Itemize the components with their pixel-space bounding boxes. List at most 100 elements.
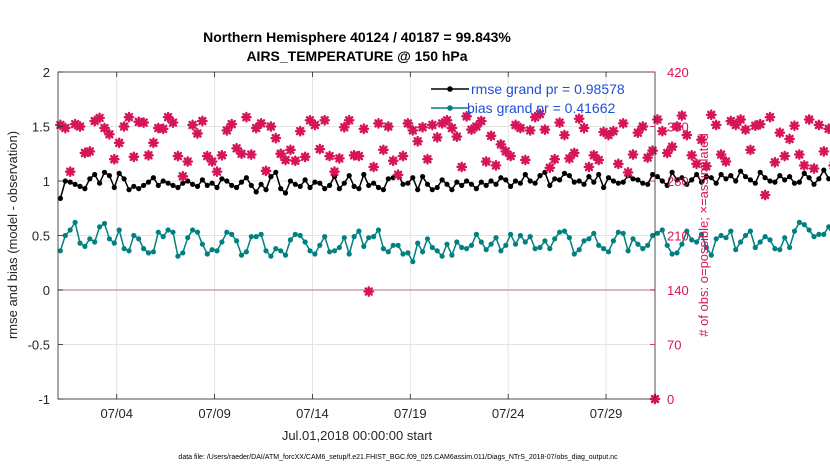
y2-axis-label: # of obs: o=possible; ×=assimilated [696, 133, 711, 336]
bias-point [630, 236, 636, 242]
bias-point [698, 231, 705, 237]
bias-point [327, 249, 333, 255]
obs-point [715, 149, 727, 160]
obs-point [495, 139, 507, 150]
rmse-point [219, 176, 225, 182]
bias-point [385, 249, 391, 255]
obs-point [358, 123, 370, 135]
rmse-point [439, 177, 445, 183]
bias-point [738, 239, 744, 245]
rmse-point [410, 175, 416, 181]
x-axis-label: Jul.01,2018 00:00:00 start [282, 428, 433, 443]
obs-point [177, 170, 189, 182]
chart-subtitle: AIRS_TEMPERATURE @ 150 hPa [246, 48, 467, 64]
rmse-point [371, 180, 377, 186]
obs-point [749, 120, 761, 132]
x-tick-label: 07/14 [296, 406, 329, 421]
bias-point [664, 242, 670, 248]
obs-series [55, 108, 830, 405]
obs-point [211, 166, 223, 178]
obs-point [397, 150, 409, 162]
rmse-point [126, 187, 132, 193]
rmse-point [601, 184, 607, 191]
bias-point [366, 235, 372, 241]
obs-point [559, 129, 570, 141]
bias-point [101, 220, 108, 227]
obs-point [55, 119, 66, 131]
bias-point [180, 250, 186, 256]
obs-point [456, 161, 468, 173]
bias-point [459, 244, 465, 251]
bias-point [454, 239, 460, 245]
obs-point [632, 127, 644, 139]
bias-point [694, 239, 700, 245]
bias-point [571, 251, 577, 257]
obs-point [417, 121, 428, 133]
rmse-point [738, 168, 744, 174]
bias-point [537, 244, 543, 251]
obs-point [285, 144, 296, 156]
bias-point [581, 238, 587, 244]
obs-point [231, 142, 243, 154]
obs-point [730, 119, 742, 131]
obs-point [754, 118, 766, 130]
rmse-point [757, 169, 763, 175]
bias-point [415, 240, 421, 246]
bias-point [517, 232, 524, 239]
rmse-point [552, 176, 558, 182]
obs-point [510, 119, 521, 131]
obs-point [260, 165, 272, 177]
bias-point [278, 248, 284, 254]
obs-point [652, 114, 663, 125]
y-tick-label: 2 [43, 65, 50, 80]
rmse-point [116, 170, 122, 176]
rmse-point [522, 171, 528, 178]
obs-point [123, 111, 135, 123]
obs-point [363, 286, 375, 297]
rmse-point [248, 182, 254, 188]
obs-point [138, 117, 150, 129]
obs-point [280, 154, 291, 166]
obs-point [118, 121, 130, 132]
bias-point [747, 228, 754, 234]
obs-point [710, 119, 722, 131]
obs-point [148, 137, 159, 149]
obs-point [720, 156, 732, 167]
bias-point [733, 247, 739, 253]
rmse-point [493, 181, 499, 187]
bias-point [214, 248, 220, 254]
obs-point [603, 129, 614, 141]
obs-point [705, 109, 717, 121]
rmse-series [57, 167, 830, 201]
bias-point [713, 236, 719, 242]
obs-point [656, 125, 668, 137]
bias-point [160, 234, 166, 240]
obs-point [338, 121, 350, 133]
rmse-point [728, 173, 734, 179]
obs-point [422, 153, 433, 165]
obs-point [289, 155, 301, 167]
obs-point [745, 144, 756, 156]
obs-point [143, 149, 154, 161]
bias-point [145, 250, 152, 256]
bias-point [596, 242, 602, 248]
obs-point [265, 121, 277, 132]
rmse-point [694, 171, 700, 178]
obs-point [818, 146, 830, 157]
bias-point [684, 228, 690, 234]
rmse-point [180, 180, 186, 186]
bias-point [816, 231, 822, 237]
y2-tick-label: 420 [667, 65, 689, 80]
rmse-point [121, 176, 127, 182]
obs-point [627, 149, 639, 160]
bias-point [498, 248, 504, 254]
rmse-point [302, 177, 308, 183]
rmse-point [498, 175, 504, 181]
y2-tick-label: 140 [667, 283, 689, 298]
bias-point [777, 247, 783, 253]
rmse-point [787, 174, 793, 180]
y-tick-label: 0 [43, 283, 50, 298]
rmse-point [532, 180, 538, 186]
rmse-point [405, 180, 411, 186]
bias-point [493, 235, 499, 241]
